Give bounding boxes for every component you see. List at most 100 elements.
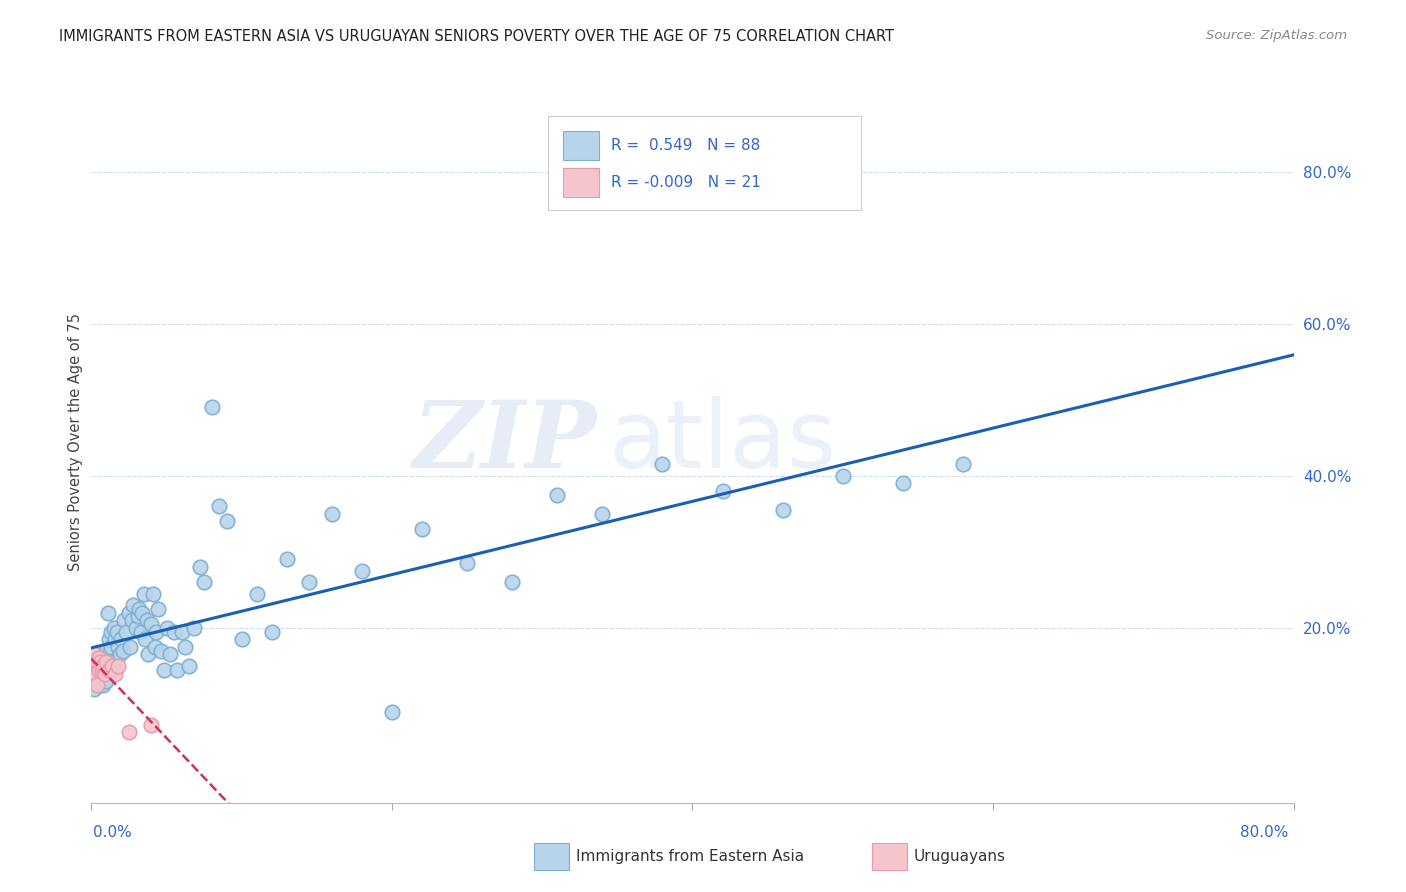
Point xyxy=(350,564,373,578)
Point xyxy=(173,640,195,654)
Point xyxy=(103,621,125,635)
Point xyxy=(108,648,131,662)
Point xyxy=(98,663,121,677)
Point xyxy=(87,678,110,692)
Point xyxy=(96,643,118,657)
Point xyxy=(131,606,153,620)
Point xyxy=(952,458,974,472)
Point xyxy=(411,522,433,536)
Point xyxy=(651,458,673,472)
Point xyxy=(110,632,132,647)
Point xyxy=(87,651,110,665)
Point xyxy=(87,655,110,669)
Point xyxy=(276,552,298,566)
Point xyxy=(321,507,343,521)
Bar xyxy=(548,117,860,211)
Point xyxy=(89,666,111,681)
Text: Source: ZipAtlas.com: Source: ZipAtlas.com xyxy=(1206,29,1347,42)
Point xyxy=(145,624,167,639)
Point xyxy=(86,678,108,692)
Point xyxy=(831,468,853,483)
Point xyxy=(94,666,117,681)
Point xyxy=(183,621,205,635)
Point xyxy=(127,609,149,624)
Point xyxy=(86,655,108,669)
Point xyxy=(208,499,231,513)
Point xyxy=(201,401,224,415)
Point xyxy=(107,659,129,673)
Point xyxy=(546,488,568,502)
Point xyxy=(93,648,115,662)
Point xyxy=(122,598,145,612)
Point xyxy=(84,666,107,681)
Text: 80.0%: 80.0% xyxy=(1240,825,1288,839)
Point xyxy=(891,476,914,491)
Point xyxy=(83,681,105,696)
Point xyxy=(97,606,120,620)
Point xyxy=(86,674,108,689)
Point xyxy=(149,643,172,657)
Point xyxy=(188,560,211,574)
Point xyxy=(101,659,124,673)
Text: R = -0.009   N = 21: R = -0.009 N = 21 xyxy=(610,176,761,190)
Point xyxy=(93,659,115,673)
Text: R =  0.549   N = 88: R = 0.549 N = 88 xyxy=(610,137,761,153)
Point xyxy=(107,640,129,654)
Point xyxy=(138,648,160,662)
Point xyxy=(82,655,104,669)
Bar xyxy=(562,169,599,197)
Point xyxy=(260,624,283,639)
Point xyxy=(111,643,134,657)
Text: Uruguayans: Uruguayans xyxy=(914,849,1005,863)
Point xyxy=(136,613,159,627)
Point xyxy=(143,640,166,654)
Bar xyxy=(562,131,599,160)
Point xyxy=(90,659,112,673)
Point xyxy=(125,621,148,635)
Text: Immigrants from Eastern Asia: Immigrants from Eastern Asia xyxy=(576,849,804,863)
Point xyxy=(141,718,163,732)
Point xyxy=(103,655,125,669)
Text: IMMIGRANTS FROM EASTERN ASIA VS URUGUAYAN SENIORS POVERTY OVER THE AGE OF 75 COR: IMMIGRANTS FROM EASTERN ASIA VS URUGUAYA… xyxy=(59,29,894,44)
Point xyxy=(591,507,613,521)
Point xyxy=(97,663,120,677)
Point xyxy=(114,613,136,627)
Point xyxy=(100,640,122,654)
Point xyxy=(177,659,200,673)
Text: ZIP: ZIP xyxy=(412,397,596,486)
Point xyxy=(96,674,118,689)
Point xyxy=(96,655,118,669)
Point xyxy=(128,602,150,616)
Point xyxy=(94,663,117,677)
Point xyxy=(118,725,141,739)
Point xyxy=(84,651,107,665)
Point xyxy=(104,666,127,681)
Point xyxy=(129,624,152,639)
Point xyxy=(142,587,165,601)
Point xyxy=(90,670,112,684)
Point xyxy=(100,624,122,639)
Point xyxy=(94,655,117,669)
Point xyxy=(134,632,156,647)
Point xyxy=(104,632,127,647)
Point xyxy=(132,587,155,601)
Point xyxy=(381,705,404,719)
Point xyxy=(87,663,110,677)
Point xyxy=(118,606,141,620)
Y-axis label: Seniors Poverty Over the Age of 75: Seniors Poverty Over the Age of 75 xyxy=(67,312,83,571)
Point xyxy=(215,515,238,529)
Point xyxy=(84,666,107,681)
Point xyxy=(84,659,107,673)
Point xyxy=(83,659,105,673)
Point xyxy=(711,483,734,498)
Text: 0.0%: 0.0% xyxy=(93,825,132,839)
Point xyxy=(146,602,169,616)
Point xyxy=(166,663,188,677)
Point xyxy=(115,624,138,639)
Point xyxy=(82,663,104,677)
Point xyxy=(89,651,111,665)
Point xyxy=(152,663,174,677)
Point xyxy=(90,663,112,677)
Point xyxy=(231,632,253,647)
Point xyxy=(83,648,105,662)
